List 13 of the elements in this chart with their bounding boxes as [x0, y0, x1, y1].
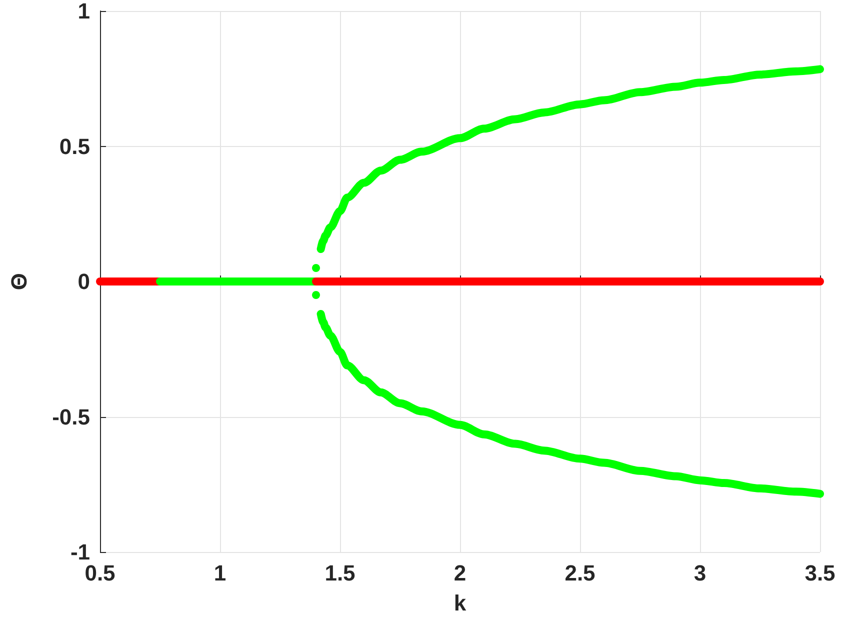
y-tick-label: -1 — [70, 540, 90, 564]
x-tick-label: 2 — [454, 560, 466, 586]
y-tick-label: 0.5 — [59, 134, 90, 159]
x-axis-title: k — [454, 590, 467, 616]
y-tick-label: 1 — [78, 0, 90, 24]
x-tick-label: 3 — [694, 560, 706, 586]
y-tick-label: -0.5 — [52, 404, 90, 430]
x-tick-label: 1 — [214, 560, 226, 586]
y-axis-title: Θ — [6, 272, 32, 290]
x-tick-label: 1.5 — [324, 560, 356, 586]
y-tick-label: 0 — [78, 269, 90, 294]
x-tick-label: 3.5 — [804, 560, 836, 586]
x-tick-label: 2.5 — [564, 560, 596, 586]
